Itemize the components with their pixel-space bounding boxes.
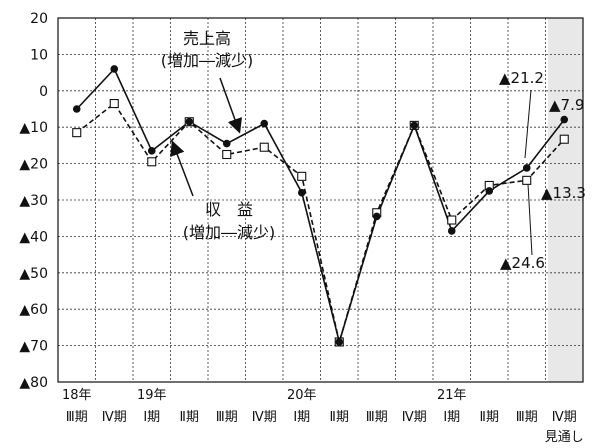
sales-point: [222, 139, 231, 148]
x-year-label: 19年: [137, 388, 167, 403]
x-quarter-label: Ⅲ期: [516, 410, 538, 425]
series-line-sales: [76, 67, 565, 346]
x-year-label: 18年: [62, 388, 92, 403]
value-sales-prev: ▲21.2: [499, 69, 544, 87]
profit-leader-arrow: [170, 140, 194, 197]
y-tick-label: ▲60: [19, 302, 48, 318]
x-quarter-label: Ⅳ期: [252, 410, 277, 425]
profit-point: [259, 142, 269, 152]
x-quarter-label: Ⅰ期: [293, 410, 310, 425]
x-quarter-label: Ⅱ期: [480, 410, 499, 425]
profit-point: [297, 171, 307, 181]
sales-point: [185, 117, 194, 126]
value-profit-prev-leader: [527, 183, 533, 256]
sales-point: [485, 187, 494, 195]
x-year-label: 20年: [287, 388, 317, 403]
x-quarter-label: Ⅰ期: [443, 410, 460, 425]
sales-point: [147, 147, 156, 155]
sales-point: [447, 227, 456, 235]
x-axis: 18年 19年 20年 21年 Ⅲ期 Ⅳ期 Ⅰ期 Ⅱ期 Ⅲ期 Ⅳ期 Ⅰ期 Ⅱ期 Ⅲ期 Ⅳ期 Ⅰ期 Ⅱ期 Ⅲ期 Ⅳ期…: [62, 388, 584, 445]
y-tick-label: ▲20: [19, 157, 48, 173]
x-quarter-label: Ⅰ期: [143, 410, 160, 425]
sales-point: [560, 115, 569, 124]
y-tick-label: 10: [30, 47, 48, 63]
y-tick-label: ▲70: [19, 339, 48, 355]
profit-point: [147, 157, 157, 167]
value-profit-last: ▲13.3: [541, 184, 586, 202]
series-line-profit: [76, 102, 565, 343]
profit-point: [109, 98, 119, 109]
sales-point: [372, 212, 381, 221]
y-tick-label: ▲10: [19, 120, 48, 136]
x-quarter-label: Ⅲ期: [366, 410, 388, 425]
value-profit-prev: ▲24.6: [500, 254, 545, 272]
x-quarter-label: Ⅲ期: [66, 410, 88, 425]
sales-point: [522, 164, 531, 172]
sales-label-line1: 売上高: [183, 29, 231, 48]
sales-point: [110, 65, 119, 73]
y-tick-label: ▲50: [19, 266, 48, 282]
sales-label-line2: (増加―減少): [161, 51, 254, 70]
x-quarter-label: Ⅱ期: [330, 410, 349, 425]
profit-point: [522, 175, 532, 185]
sales-point: [297, 188, 306, 197]
y-axis: 20 10 0 ▲10 ▲20 ▲30 ▲40 ▲50 ▲60 ▲70 ▲80: [19, 11, 48, 391]
x-quarter-label: Ⅳ期: [102, 410, 127, 425]
x-year-label: 21年: [437, 388, 467, 403]
profit-point: [559, 134, 569, 144]
value-sales-last: ▲7.9: [549, 96, 584, 114]
profit-label-line2: (増加―減少): [183, 223, 276, 242]
grid-lines: [58, 18, 583, 382]
sales-point: [260, 119, 269, 128]
sales-point: [72, 105, 81, 113]
y-tick-label: 20: [30, 11, 48, 27]
x-quarter-label: Ⅲ期: [216, 410, 238, 425]
profit-label-line1: 収 益: [205, 200, 253, 219]
plot-frame: [57, 17, 584, 383]
value-sales-prev-leader: [524, 89, 532, 159]
y-tick-label: ▲30: [19, 193, 48, 209]
profit-point: [72, 128, 82, 138]
sales-point: [335, 338, 344, 346]
x-quarter-label: Ⅳ期: [552, 410, 577, 425]
y-tick-label: 0: [39, 84, 48, 100]
sales-point: [410, 121, 419, 130]
forecast-shade: [548, 18, 583, 382]
x-quarter-label: Ⅱ期: [180, 410, 199, 425]
series-group: [72, 65, 569, 347]
profit-point: [447, 215, 457, 225]
profit-point: [222, 149, 232, 160]
x-quarter-label: Ⅳ期: [402, 410, 427, 425]
x-forecast-label: 見通し: [545, 430, 584, 445]
y-tick-label: ▲40: [19, 229, 48, 245]
y-tick-label: ▲80: [19, 375, 48, 391]
sales-leader-arrow: [219, 77, 243, 134]
